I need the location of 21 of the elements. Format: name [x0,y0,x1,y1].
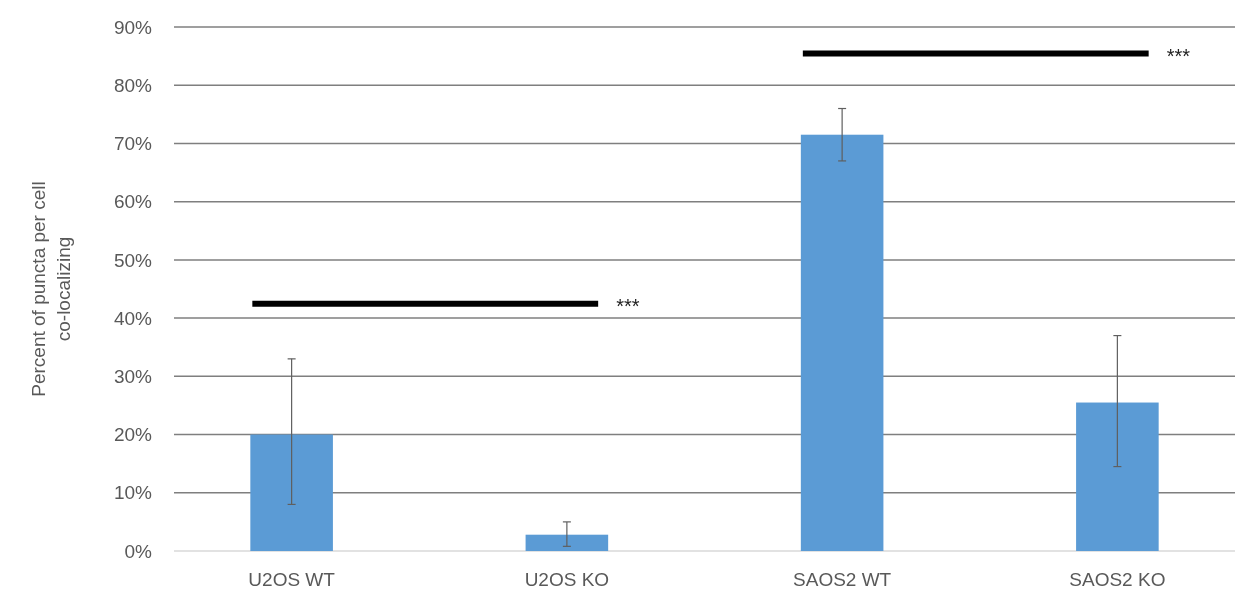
x-tick-label: SAOS2 WT [793,569,892,590]
y-tick-label: 30% [113,365,153,387]
y-tick-label: 90% [113,16,153,38]
y-tick-label: 10% [113,482,153,504]
bar [525,534,609,551]
x-tick-label: U2OS KO [524,569,610,590]
annotation: *** [616,294,640,317]
y-tick-label: 80% [113,74,153,96]
y-tick-label: 70% [113,133,153,155]
x-tick-label: SAOS2 KO [1069,569,1166,590]
y-tick-label: 40% [113,307,153,329]
y-tick-label: 0% [124,540,153,562]
y-axis-title: Percent of puncta per cell co-localizing [28,181,74,397]
bar [1076,402,1159,551]
y-tick-label: 50% [113,249,153,271]
bar [800,134,884,551]
x-tick-label: U2OS WT [248,569,336,590]
y-tick-label: 60% [113,191,153,213]
bar [250,434,333,551]
y-tick-label: 20% [113,424,153,446]
annotation: *** [1166,44,1191,67]
